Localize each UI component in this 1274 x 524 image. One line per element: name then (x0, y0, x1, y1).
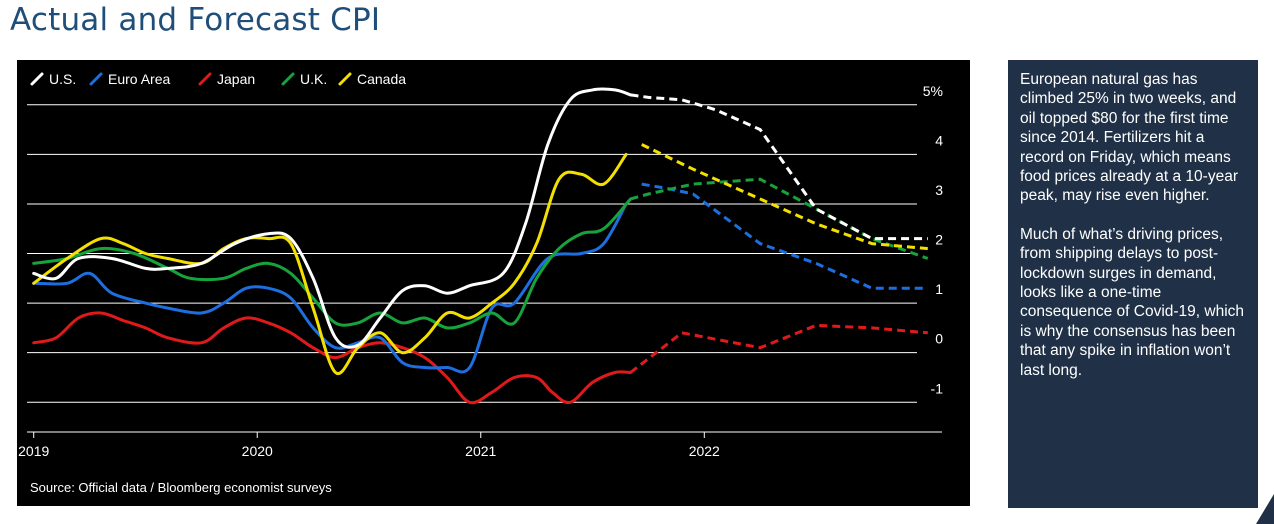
legend-label: Japan (217, 71, 255, 87)
legend-label: U.S. (49, 71, 76, 87)
series-line-u-s-actual (32, 87, 632, 349)
x-tick-label: 2020 (242, 443, 273, 459)
y-tick-label: 5% (923, 83, 943, 99)
x-tick-label: 2019 (18, 443, 49, 459)
commentary-paragraph-2: Much of what’s driving prices, from ship… (1020, 225, 1245, 379)
x-tick-label: 2021 (465, 443, 496, 459)
series-line-canada-forecast (641, 143, 928, 251)
legend-swatch (281, 72, 295, 86)
x-tick-label: 2022 (689, 443, 720, 459)
y-tick-labels: 5% 4 3 2 1 0 -1 (923, 83, 943, 396)
series-line-euro-area-actual (32, 202, 628, 374)
grid-lines (27, 104, 917, 403)
series-line-japan-forecast (629, 323, 928, 374)
legend-swatch (198, 72, 212, 86)
commentary-paragraph-1: European natural gas has climbed 25% in … (1020, 71, 1238, 205)
page-title: Actual and Forecast CPI (10, 2, 381, 38)
legend-label: U.K. (300, 71, 327, 87)
series-line-canada-actual (32, 152, 628, 376)
y-tick-label: 1 (935, 281, 943, 297)
y-tick-label: 4 (935, 132, 943, 148)
legend: U.S. Euro Area Japan U.K. Canada (30, 71, 406, 87)
legend-swatch (89, 72, 103, 86)
commentary-panel: European natural gas has climbed 25% in … (1008, 60, 1258, 508)
y-tick-label: 2 (935, 232, 943, 248)
y-tick-label: 3 (935, 182, 943, 198)
series-lines (32, 87, 929, 405)
legend-label: Canada (357, 71, 406, 87)
chart-svg: 2019 2020 2021 2022 5% 4 3 2 1 0 -1 U.S. Euro Area… (18, 71, 943, 495)
legend-label: Euro Area (108, 71, 170, 87)
series-line-japan-actual (32, 311, 632, 405)
y-tick-label: 0 (935, 331, 943, 347)
x-axis: 2019 2020 2021 2022 (18, 431, 942, 459)
cpi-chart: 2019 2020 2021 2022 5% 4 3 2 1 0 -1 U.S. Euro Area… (17, 60, 970, 506)
series-line-euro-area-forecast (641, 182, 928, 290)
series-line-u-s-forecast (630, 93, 928, 241)
legend-swatch (338, 72, 352, 86)
series-line-u-k-forecast (630, 177, 929, 260)
source-note: Source: Official data / Bloomberg econom… (30, 480, 332, 495)
y-tick-label: -1 (931, 380, 944, 396)
legend-swatch (30, 72, 44, 86)
corner-decoration (1256, 494, 1274, 524)
